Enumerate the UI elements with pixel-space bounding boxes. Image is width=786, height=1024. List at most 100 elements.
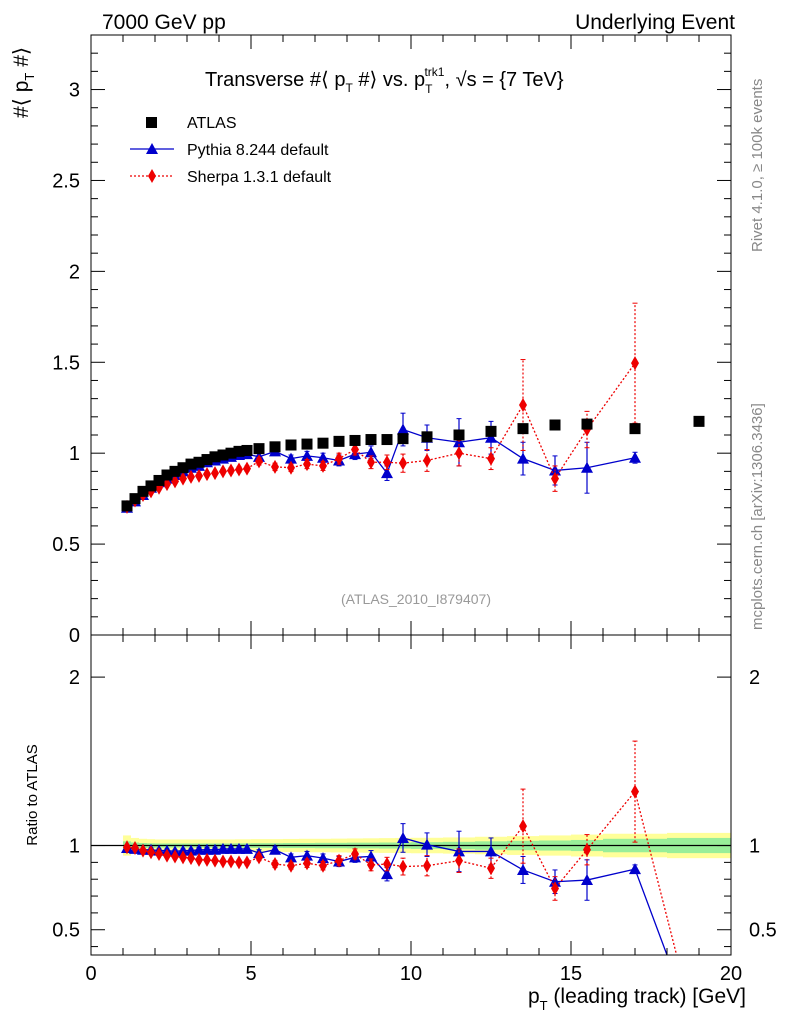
main-atlas-point <box>349 434 361 446</box>
ratio-pythia-point <box>381 868 393 880</box>
ratio-sherpa-point <box>487 861 495 876</box>
legend-pythia-label: Pythia 8.244 default <box>187 142 329 159</box>
ratio-sherpa-point <box>219 854 227 869</box>
ratio-sherpa-point <box>227 854 235 869</box>
ratio-ytick-label-right: 2 <box>749 667 760 689</box>
main-sherpa-point <box>179 471 187 486</box>
main-atlas-point <box>285 439 297 451</box>
ratio-sherpa-point <box>287 858 295 873</box>
xlabel-part-c: (leading track) [GeV] <box>548 985 746 1008</box>
ylabel-part-a: # <box>10 106 33 118</box>
main-atlas-point <box>421 431 433 443</box>
main-atlas-point <box>153 474 165 486</box>
ratio-sherpa-point <box>519 819 527 834</box>
ratio-pythia-point <box>421 838 433 850</box>
ratio-pythia-point <box>177 844 189 856</box>
main-atlas-point <box>241 444 253 456</box>
ratio-pythia-point <box>581 874 593 886</box>
main-sherpa-point <box>219 464 227 479</box>
ratio-sherpa-point <box>255 850 263 865</box>
ratio-sherpa-point <box>179 850 187 865</box>
main-ytick-label: 0 <box>69 625 80 647</box>
main-sherpa-point <box>163 477 171 492</box>
title-part-c: # <box>353 69 371 91</box>
ratio-ytick-label: 2 <box>69 667 80 689</box>
ratio-sherpa-point <box>147 845 155 860</box>
main-atlas-point <box>129 493 141 505</box>
main-atlas-point <box>485 425 497 437</box>
ratio-sherpa-point <box>351 846 359 861</box>
main-atlas-point <box>177 462 189 474</box>
ratio-pythia-point <box>225 842 237 854</box>
main-sherpa-point <box>187 469 195 484</box>
main-pythia-point <box>317 451 329 463</box>
ratio-sherpa-point <box>139 843 147 858</box>
legend: ATLAS Pythia 8.244 default Sherpa 1.3.1 … <box>130 115 332 186</box>
title-part-h: s = {7 TeV} <box>467 69 564 91</box>
main-atlas-point <box>185 458 197 470</box>
main-pythia-point <box>301 449 313 461</box>
legend-pythia-marker <box>146 143 158 154</box>
main-atlas-point <box>333 435 345 447</box>
ratio-pythia-point <box>301 849 313 861</box>
main-sherpa-point <box>351 442 359 457</box>
main-pythia-point <box>629 451 641 463</box>
main-sherpa-point <box>319 458 327 473</box>
main-atlas-point <box>397 433 409 445</box>
ratio-xtick-label: 5 <box>245 963 256 985</box>
ratio-sherpa-point <box>163 848 171 863</box>
main-ytick-label: 2 <box>69 261 80 283</box>
ylabel-part-c: T <box>22 73 37 81</box>
main-atlas-point <box>253 443 265 455</box>
ratio-pythia-point <box>233 842 245 854</box>
ratio-sherpa-point <box>243 855 251 870</box>
main-atlas-point <box>217 449 229 461</box>
ratio-pythia-point <box>185 844 197 856</box>
ratio-sherpa-point <box>303 856 311 871</box>
main-pythia-point <box>397 423 409 435</box>
main-atlas-point <box>121 500 133 512</box>
main-sherpa-point <box>367 455 375 470</box>
ratio-sherpa-point <box>271 857 279 872</box>
title-part-d: vs. p <box>377 69 425 91</box>
ratio-pythia-point <box>241 842 253 854</box>
main-sherpa-point <box>243 461 251 476</box>
main-title: Transverse #⟨ pT #⟩ vs. pTtrk1, √s = {7 … <box>205 65 564 96</box>
xlabel-part-b: T <box>540 998 548 1013</box>
main-pythia-point <box>485 431 497 443</box>
main-atlas-point <box>381 434 393 446</box>
ratio-xtick-label: 0 <box>85 963 96 985</box>
ratio-pythia-point <box>217 842 229 854</box>
ratio-panel: 0.5 0.5 1 1 2 2 0 5 10 15 20 Ratio to ATLAS pT (l… <box>24 634 777 1013</box>
ratio-sherpa-point <box>455 853 463 868</box>
ratio-sherpa-line <box>126 790 678 956</box>
ylabel-part-d: # <box>10 55 33 73</box>
ratio-sherpa-point <box>123 840 131 855</box>
main-atlas-point <box>169 465 181 477</box>
mcplots-label: mcplots.cern.ch [arXiv:1306.3436] <box>749 403 766 630</box>
ratio-sherpa-point <box>187 851 195 866</box>
main-atlas-point <box>629 423 641 435</box>
ratio-pythia-line <box>126 837 668 956</box>
ratio-sherpa-point <box>171 849 179 864</box>
legend-sherpa-marker <box>148 169 156 183</box>
title-part-b: p <box>329 69 346 91</box>
ratio-ytick-label-right: 1 <box>749 836 760 858</box>
watermark: (ATLAS_2010_I879407) <box>341 591 491 607</box>
legend-atlas-label: ATLAS <box>187 115 237 132</box>
ratio-sherpa-point <box>383 857 391 872</box>
main-atlas-point <box>225 447 237 459</box>
main-atlas-point <box>137 485 149 497</box>
ratio-sherpa-point <box>319 858 327 873</box>
main-atlas-point <box>269 441 281 453</box>
ratio-pythia-point <box>193 843 205 855</box>
ratio-pythia-point <box>485 845 497 857</box>
main-ytick-label: 2.5 <box>52 170 80 192</box>
main-sherpa-point <box>171 474 179 489</box>
main-atlas-point <box>581 418 593 430</box>
ratio-sherpa-point <box>235 855 243 870</box>
ratio-xtick-label: 20 <box>720 963 742 985</box>
main-sherpa-point <box>255 454 263 469</box>
main-atlas-point <box>549 419 561 431</box>
ratio-sherpa-point <box>631 784 639 799</box>
